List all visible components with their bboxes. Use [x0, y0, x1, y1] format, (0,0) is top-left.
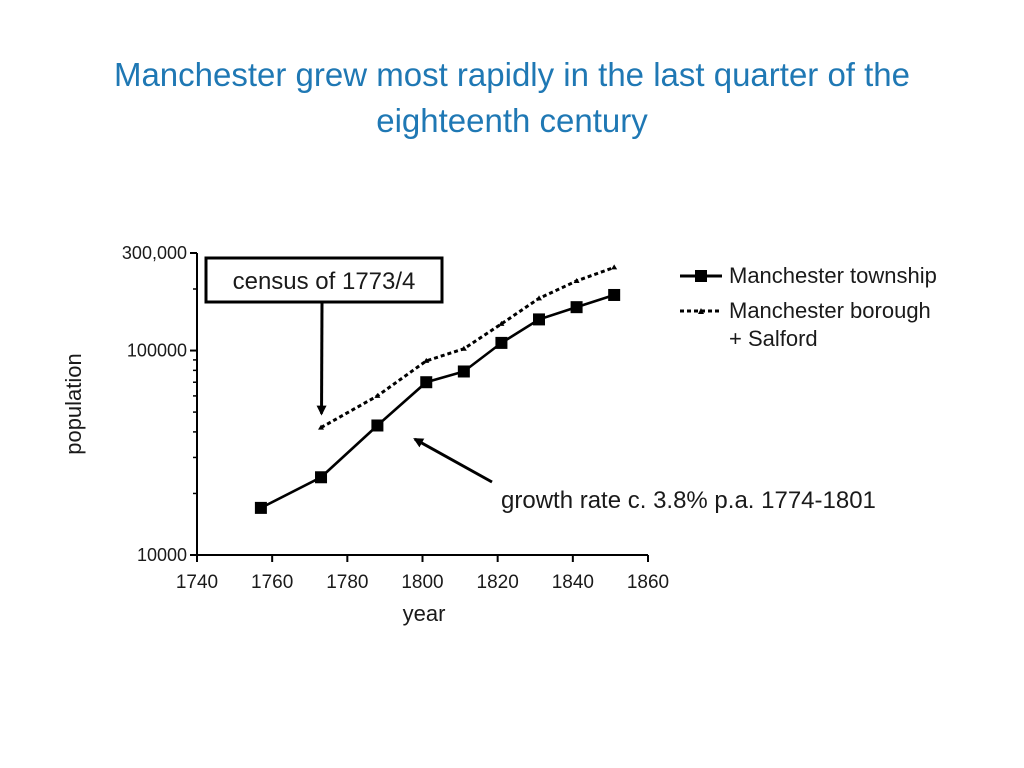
series-point-borough-salford — [611, 264, 618, 270]
x-tick-label: 1760 — [251, 572, 293, 593]
slide-title: Manchester grew most rapidly in the last… — [113, 56, 911, 139]
x-tick-label: 1780 — [326, 572, 368, 593]
series-line-township — [260, 293, 615, 510]
legend-marker-borough-salford — [698, 308, 704, 314]
x-tick-label: 1860 — [627, 572, 669, 593]
series-point-borough-salford — [374, 392, 381, 398]
series-point-township — [315, 471, 328, 484]
legend-label-township: Manchester township — [729, 263, 937, 288]
series-point-borough-salford — [536, 295, 543, 301]
series-point-township — [371, 419, 384, 432]
growth-annotation-text: growth rate c. 3.8% p.a. 1774-1801 — [501, 487, 876, 514]
series-point-borough-salford — [573, 277, 580, 283]
series-point-borough-salford — [423, 357, 430, 363]
census-annotation-text: census of 1773/4 — [233, 268, 416, 295]
series-point-borough-salford — [460, 345, 467, 351]
series-point-township — [495, 336, 508, 349]
x-axis-label: year — [403, 601, 446, 626]
series-point-township — [533, 313, 546, 326]
series-point-township — [420, 376, 433, 389]
series-point-township — [457, 365, 470, 378]
series-point-township — [570, 301, 583, 314]
legend-marker-township — [695, 270, 707, 282]
x-tick-label: 1800 — [401, 572, 443, 593]
x-tick-label: 1820 — [477, 572, 519, 593]
legend-label-borough-salford: Manchester borough + Salford — [729, 298, 931, 351]
y-tick-label: 10000 — [137, 545, 187, 565]
series-point-township — [254, 501, 267, 514]
census-annotation-box — [204, 256, 444, 304]
y-tick-label: 100000 — [127, 341, 187, 361]
y-axis-label: population — [61, 353, 86, 455]
series-point-township — [608, 288, 621, 301]
growth-annotation-arrow — [413, 437, 493, 484]
series-point-borough-salford — [318, 424, 325, 430]
series-point-borough-salford — [498, 320, 505, 326]
x-tick-label: 1840 — [552, 572, 594, 593]
y-tick-label: 300,000 — [122, 243, 187, 263]
series-line-borough-salford — [320, 266, 615, 429]
x-tick-label: 1740 — [176, 572, 218, 593]
